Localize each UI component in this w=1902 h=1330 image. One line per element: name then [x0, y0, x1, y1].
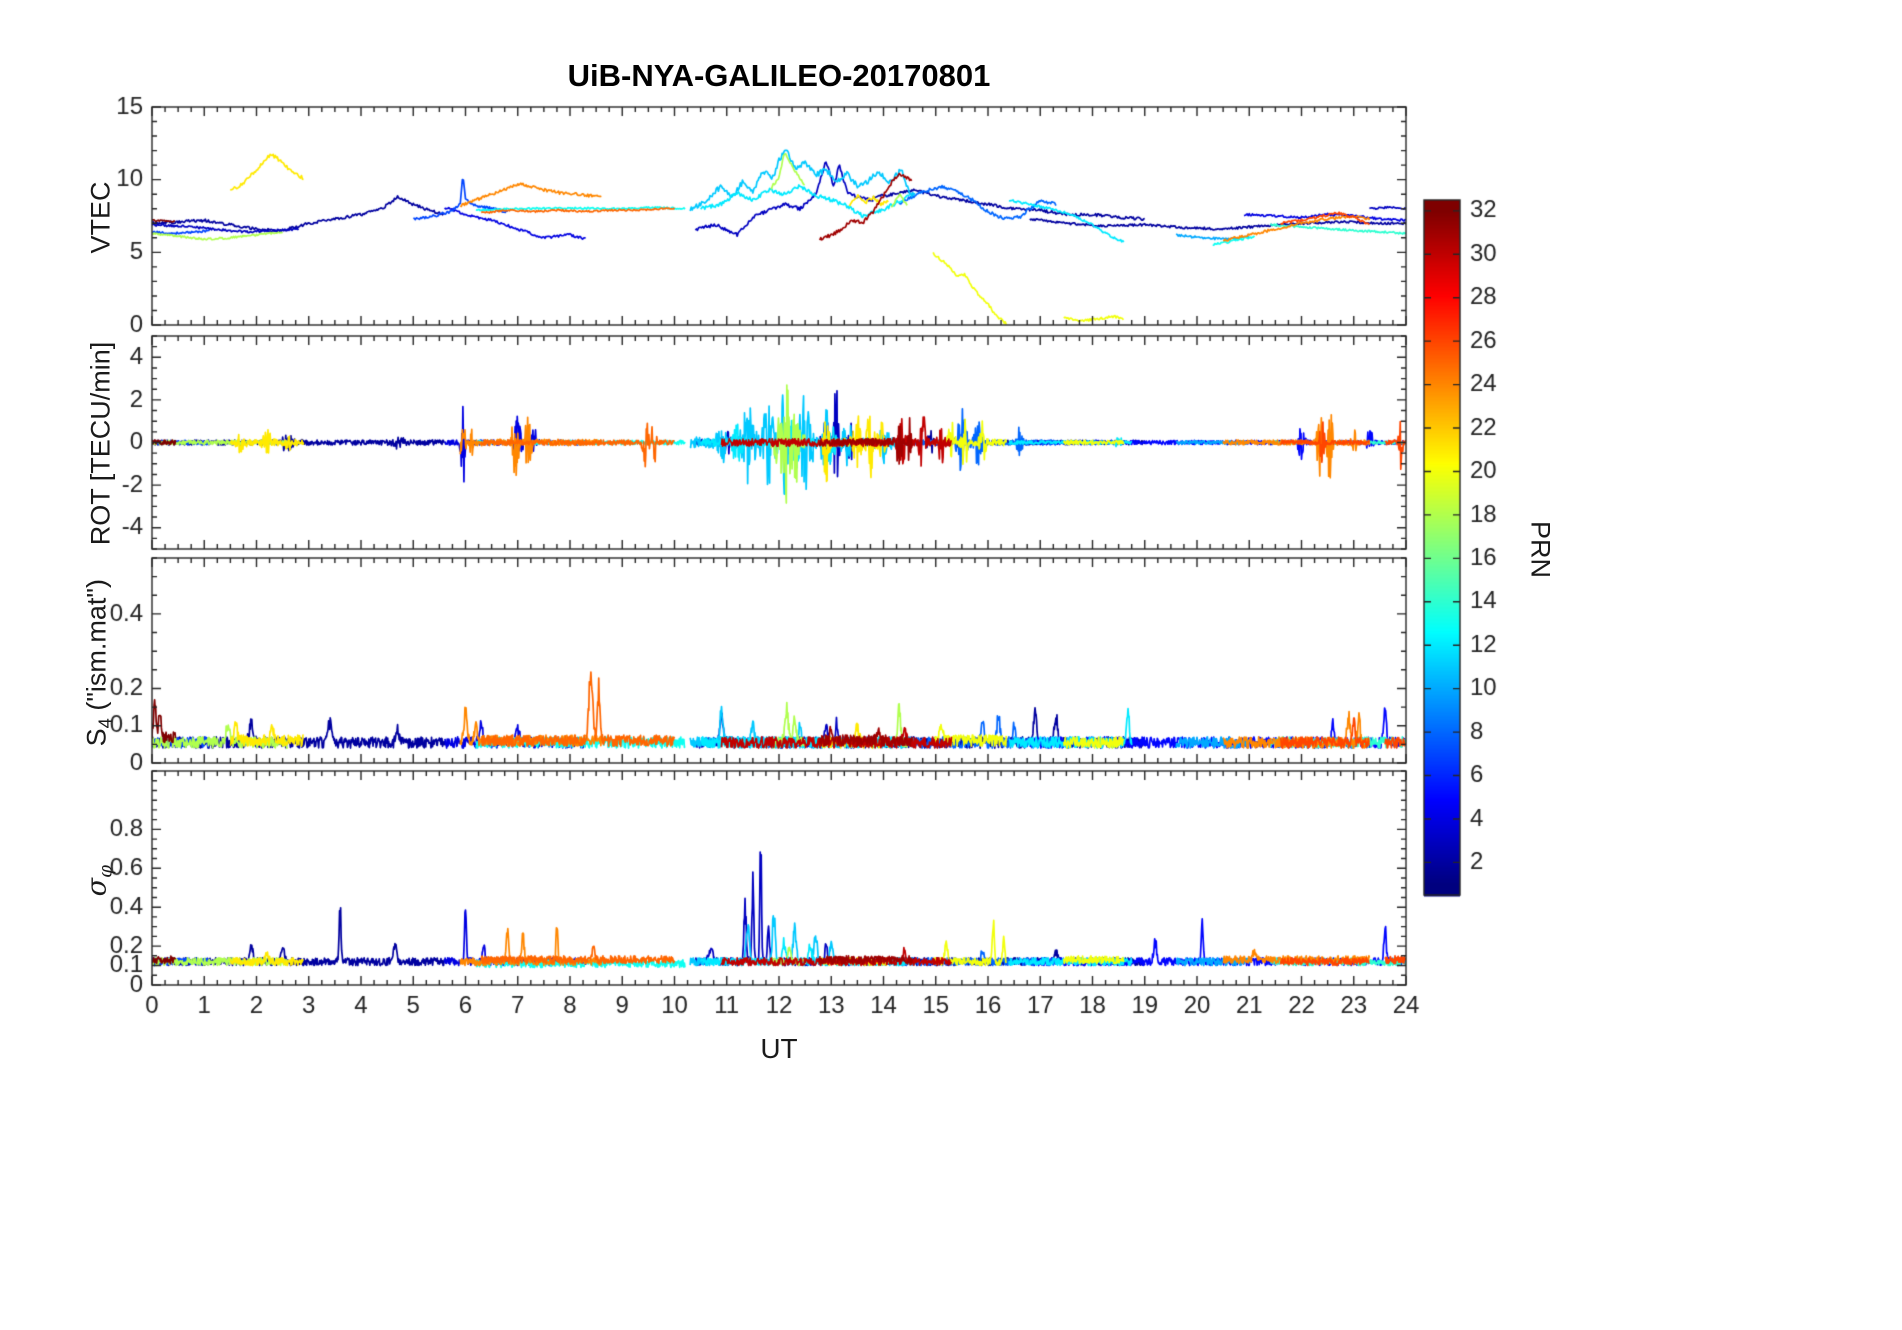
- x-axis-label: UT: [760, 1033, 798, 1064]
- colorbar-label: PRN: [1525, 520, 1556, 578]
- chart-title: UiB-NYA-GALILEO-20170801: [567, 58, 991, 93]
- sigma-phi-axis-label: σφ: [81, 865, 117, 897]
